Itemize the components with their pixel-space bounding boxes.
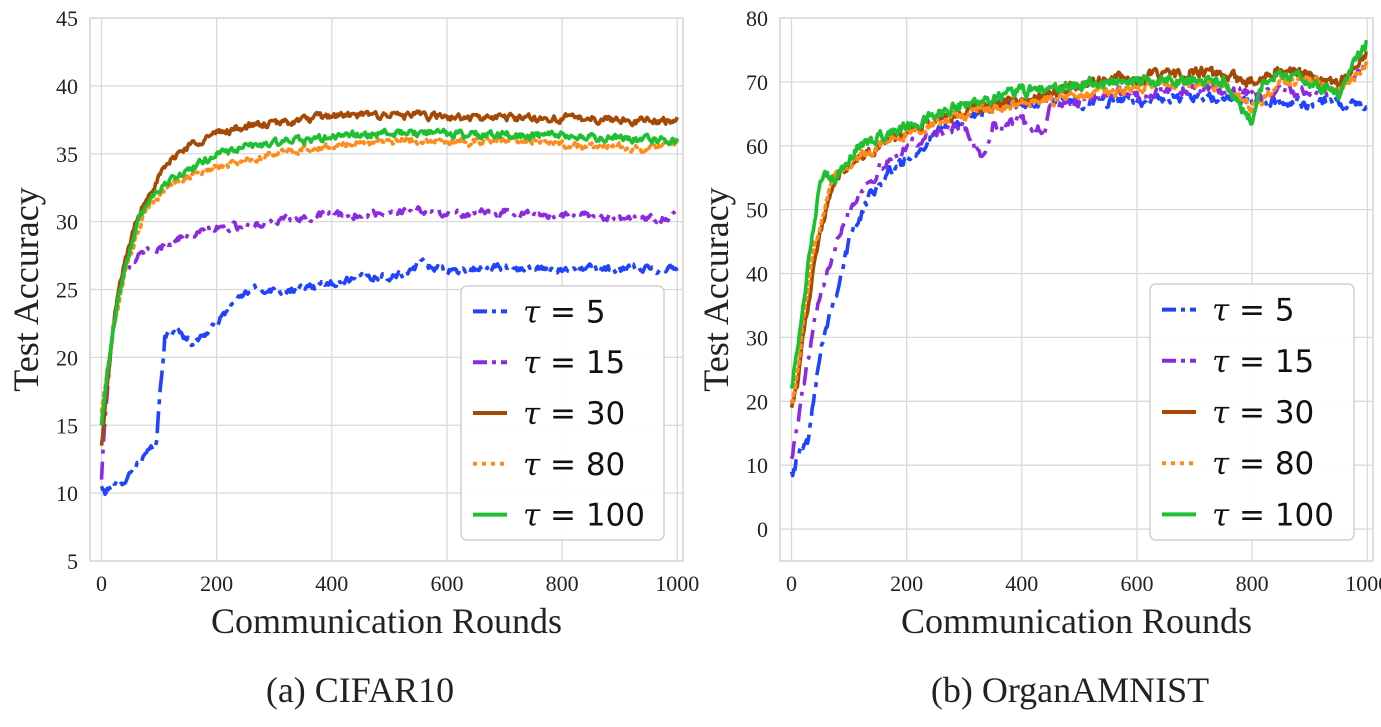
y-tick-label: 5: [67, 549, 78, 574]
y-tick-label: 70: [746, 70, 768, 95]
y-tick-label: 40: [56, 74, 78, 99]
x-tick-label: 0: [786, 571, 797, 596]
legend-entry: τ = 5: [1212, 293, 1295, 329]
x-tick-label: 800: [546, 571, 579, 596]
series-line: [789, 61, 1369, 404]
legend-entry: τ = 30: [1212, 395, 1314, 431]
legend-box: [1149, 283, 1355, 541]
legend-box: [460, 285, 665, 541]
legend-entry: τ = 30: [523, 396, 625, 432]
legend: τ = 5 τ = 15 τ = 30 τ = 80 τ = 100: [460, 285, 665, 541]
series-line: [789, 63, 1369, 460]
y-tick-label: 10: [56, 481, 78, 506]
y-tick-label: 20: [56, 345, 78, 370]
legend-entry: τ = 80: [523, 447, 625, 483]
panel-caption: (a) CIFAR10: [266, 670, 454, 710]
legend-entry: τ = 100: [1212, 497, 1334, 533]
series-line: [99, 205, 679, 480]
y-axis-title: Test Accuracy: [696, 187, 736, 391]
y-tick-label: 80: [746, 6, 768, 31]
series-line: [99, 127, 679, 426]
panel-caption: (b) OrganAMNIST: [931, 670, 1209, 710]
y-tick-label: 15: [56, 413, 78, 438]
y-tick-label: 40: [746, 262, 768, 287]
series-line: [99, 109, 679, 446]
y-tick-label: 50: [746, 198, 768, 223]
y-tick-label: 10: [746, 453, 768, 478]
chart-panel-2: 0 200 400 600 800 1000 0 10 20 30 40 50 60 70 80 Commun…: [696, 6, 1381, 710]
x-tick-label: 1000: [655, 571, 699, 596]
x-tick-label: 200: [200, 571, 233, 596]
y-tick-label: 60: [746, 134, 768, 159]
x-tick-label: 600: [1120, 571, 1153, 596]
legend-entry: τ = 80: [1212, 446, 1314, 482]
x-tick-label: 1000: [1345, 571, 1381, 596]
series-line: [789, 89, 1368, 478]
legend-entry: τ = 5: [523, 294, 606, 330]
y-tick-label: 45: [56, 6, 78, 31]
y-tick-label: 0: [757, 517, 768, 542]
legend-entry: τ = 15: [1212, 344, 1314, 380]
y-tick-label: 25: [56, 278, 78, 303]
legend-entry: τ = 15: [523, 345, 625, 381]
y-axis-title: Test Accuracy: [6, 187, 46, 391]
x-tick-label: 400: [315, 571, 348, 596]
x-tick-label: 600: [430, 571, 463, 596]
y-tick-label: 30: [56, 210, 78, 235]
x-tick-label: 800: [1236, 571, 1269, 596]
series-line: [789, 39, 1368, 389]
legend-entry: τ = 100: [523, 498, 645, 534]
x-axis-title: Communication Rounds: [211, 601, 562, 641]
chart-panel-1: 0 200 400 600 800 1000 5 10 15 20 25 30 35 40 45 Commun…: [6, 6, 699, 710]
x-tick-label: 0: [96, 571, 107, 596]
x-axis-title: Communication Rounds: [901, 601, 1252, 641]
y-tick-label: 30: [746, 325, 768, 350]
y-tick-label: 35: [56, 142, 78, 167]
y-tick-label: 20: [746, 389, 768, 414]
series-line: [99, 257, 679, 497]
x-tick-label: 400: [1005, 571, 1038, 596]
x-tick-label: 200: [890, 571, 923, 596]
series-line: [99, 134, 679, 414]
legend: τ = 5 τ = 15 τ = 30 τ = 80 τ = 100: [1149, 283, 1355, 541]
